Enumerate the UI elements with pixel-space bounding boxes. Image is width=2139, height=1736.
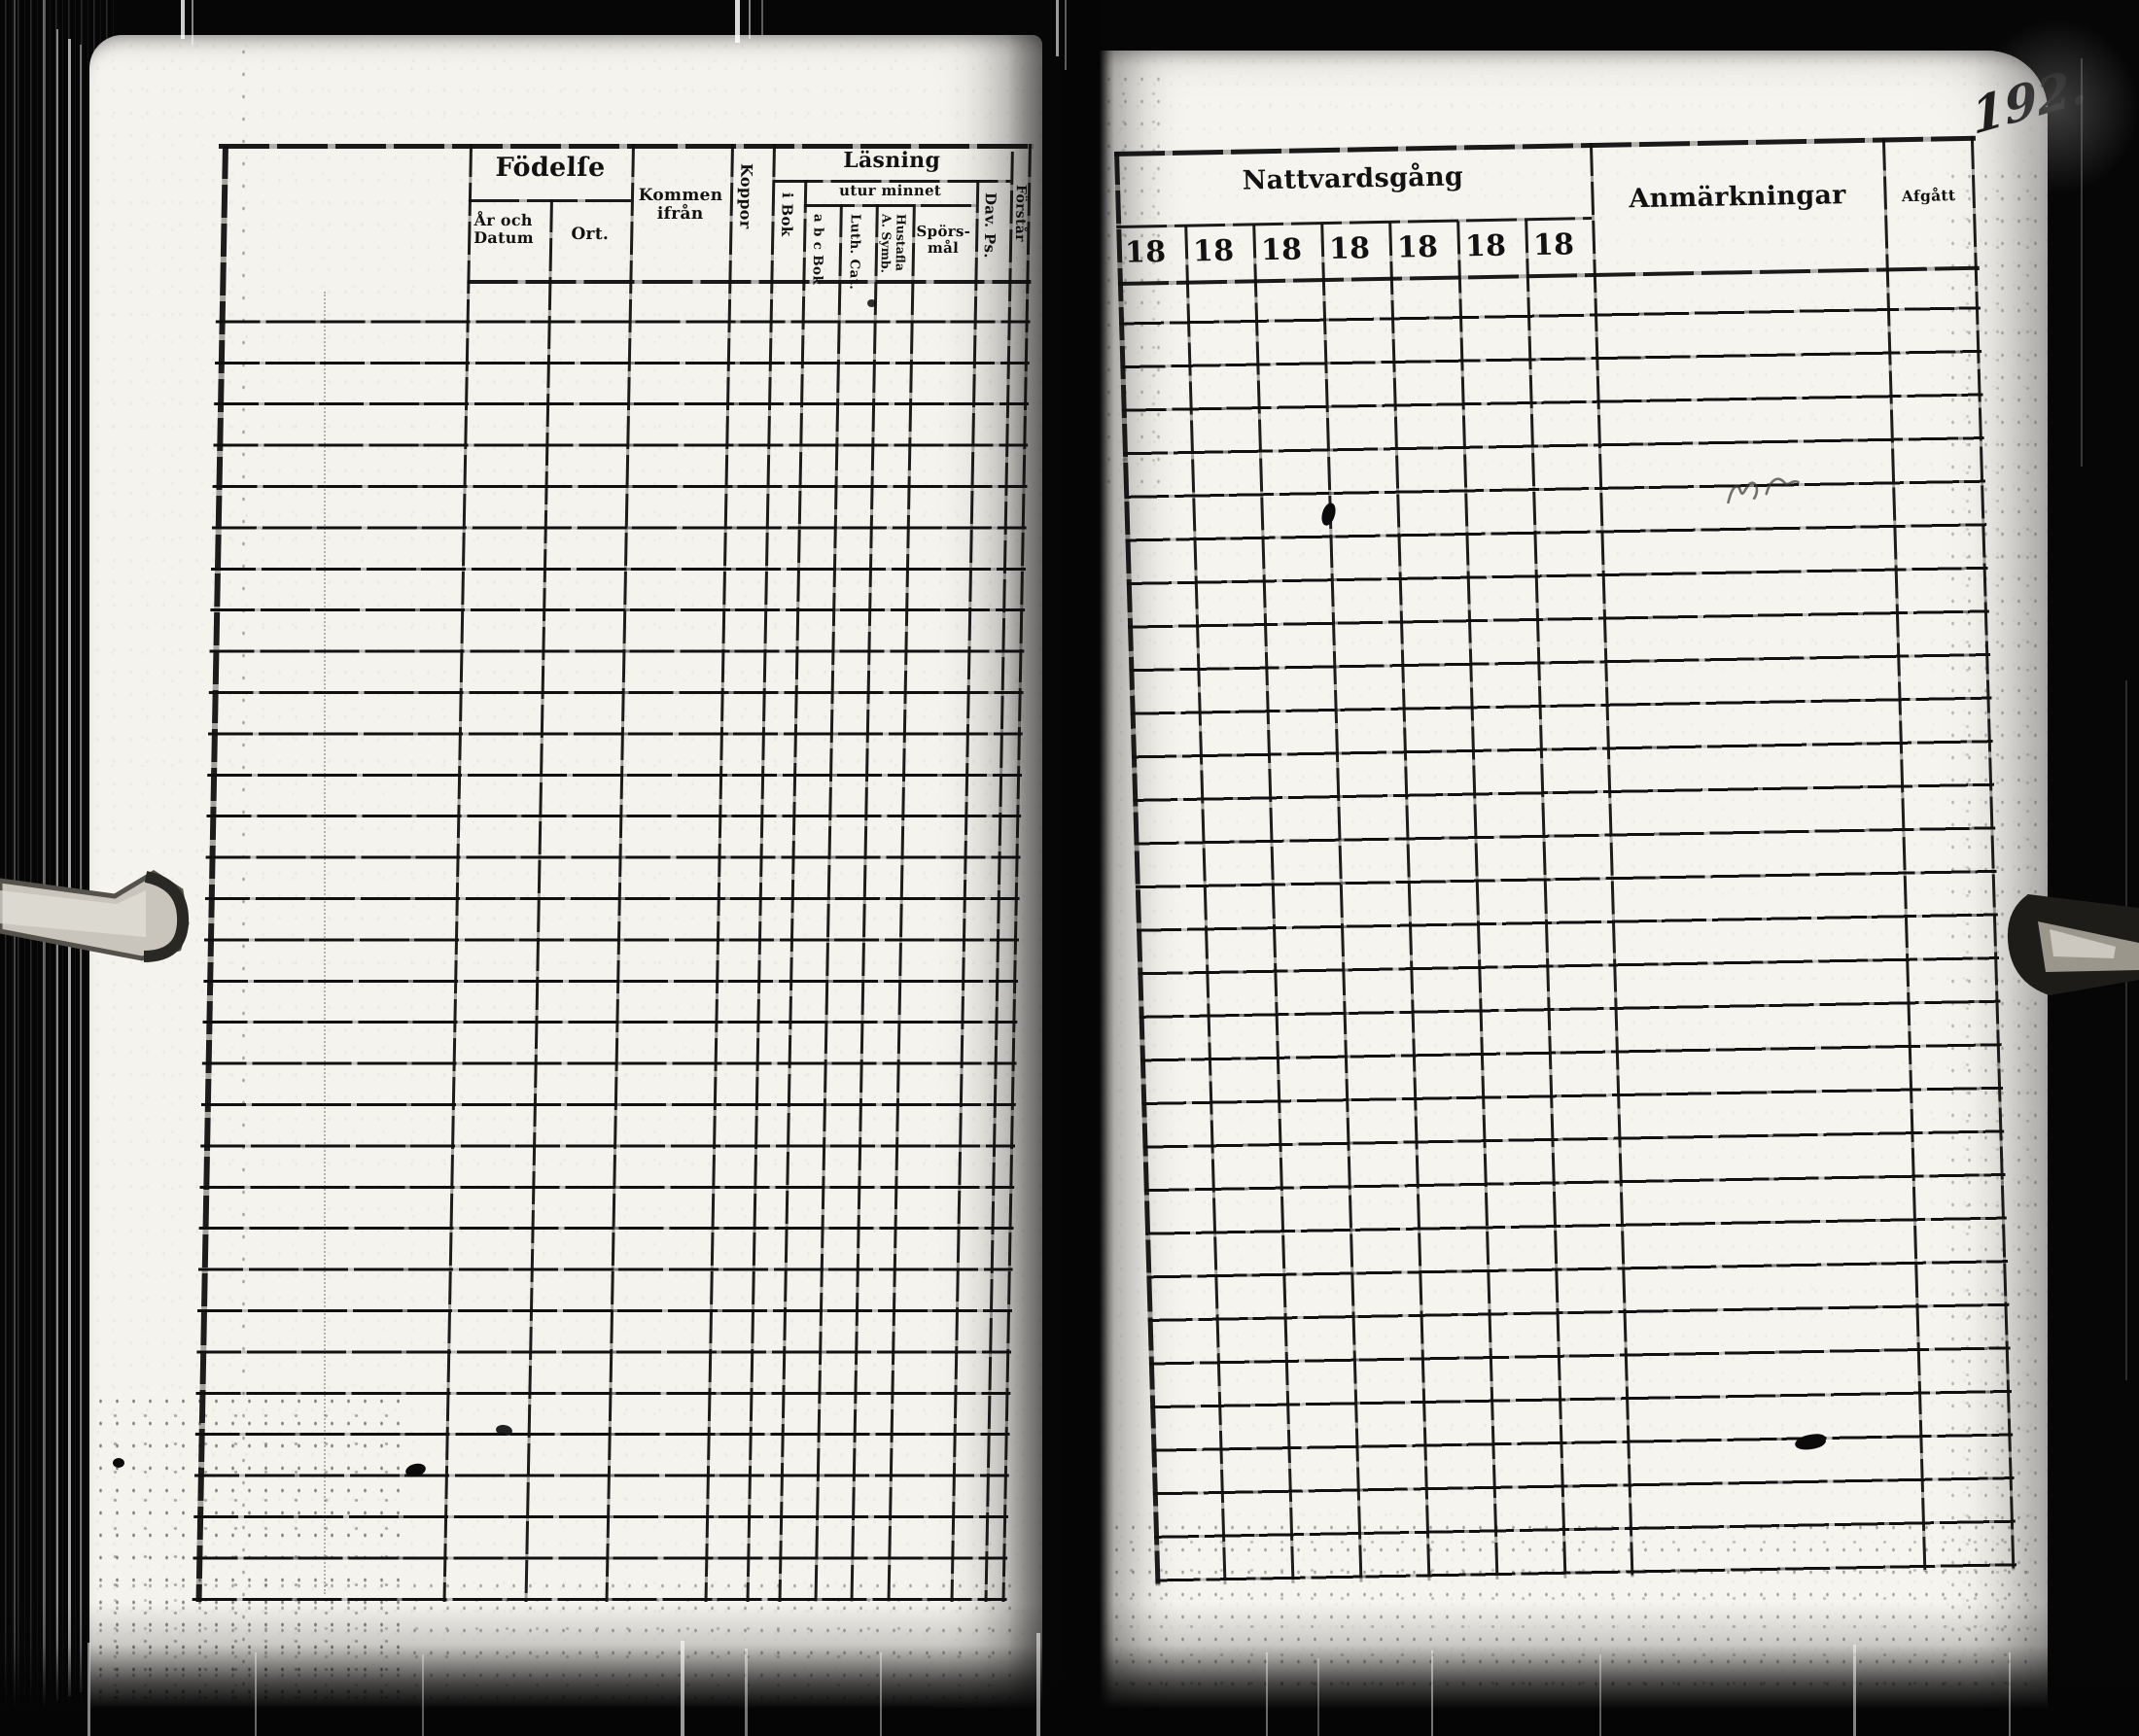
film-scratch	[1266, 1652, 1268, 1736]
utur-minnet-underline	[803, 204, 976, 207]
film-scratch	[88, 1643, 90, 1736]
page-stack-edge	[56, 29, 58, 1701]
film-scratch	[745, 1649, 748, 1736]
utur-minnet-header: utur minnet	[838, 182, 942, 199]
ar-och-datum-header: År och Datum	[473, 211, 535, 247]
kommen-ifran-header: Kommen ifrån	[638, 186, 723, 225]
film-scratch	[181, 0, 185, 39]
nattvardsgang-header: Nattvardsgång	[1242, 161, 1464, 196]
illegible-scribble	[1727, 477, 1800, 504]
year-column-header: 18	[1328, 231, 1371, 266]
a-symb-label: A. Symb.	[878, 214, 894, 274]
year-column-header: 18	[1464, 228, 1507, 264]
ort-header: Ort.	[571, 225, 610, 244]
film-scratch	[1036, 1633, 1040, 1736]
koppor-header: Koppor	[736, 163, 756, 229]
fodelse-header: Födelſe	[495, 153, 606, 183]
film-debris-strip	[235, 41, 255, 1705]
film-scratch	[681, 1641, 684, 1736]
year-column-header: 18	[1260, 232, 1303, 268]
dav-ps-header: Dav. Ps.	[980, 192, 999, 259]
year-column-header: 18	[1192, 233, 1235, 269]
abc-bok-header: a b c Bok	[809, 214, 826, 285]
left-table: Födelſe År och Datum Ort. Kommen ifrån K…	[192, 144, 1034, 1602]
corner-light-halo	[1974, 19, 2139, 194]
year-column-header: 18	[1532, 227, 1575, 263]
right-table: Nattvardsgång 18 18 18 18 18 18 18 Anmär…	[1114, 135, 2017, 1586]
left-clamp	[0, 870, 190, 962]
book-gutter-shadow	[1007, 0, 1114, 1736]
film-scratch	[880, 1652, 882, 1736]
nattvardsgang-underline	[1116, 217, 1593, 228]
film-scratch	[1317, 1658, 1319, 1736]
film-scratch	[422, 1654, 424, 1736]
sporsmal-header: Spörs-mål	[916, 223, 971, 257]
page-stack-edge	[68, 39, 71, 1696]
film-scratch	[1599, 1654, 1601, 1736]
film-scratch	[43, 0, 46, 1736]
film-scratch	[255, 1652, 257, 1736]
ink-blot	[867, 299, 876, 307]
lasning-header: Läsning	[842, 148, 941, 173]
film-scratch	[761, 0, 763, 35]
film-scratch	[192, 0, 193, 45]
film-scratch	[2009, 1652, 2011, 1736]
bottom-film-band	[0, 1602, 2139, 1736]
page-stack-edge	[80, 45, 82, 1692]
film-scratch	[1056, 0, 1059, 56]
film-scratch	[735, 0, 740, 43]
right-table-rows	[1117, 265, 2017, 1584]
hustafla-label: Hustafla	[893, 214, 909, 271]
year-column-header: 18	[1396, 229, 1439, 265]
film-scratch	[2081, 58, 2083, 467]
right-clamp	[2007, 894, 2139, 995]
film-scratch	[1853, 1645, 1856, 1736]
faint-fold-line	[324, 292, 326, 1594]
film-scratch	[2125, 680, 2127, 1380]
film-scratch	[1065, 0, 1067, 70]
fodelse-underline	[468, 199, 631, 202]
a-symb-hustafla-header: A. Symb. Hustafla	[879, 214, 909, 273]
luth-cat-header: Luth. Cat.	[846, 214, 863, 291]
film-scratch	[749, 0, 751, 39]
i-bok-header: i Bok	[778, 192, 796, 237]
film-scratch	[1431, 1650, 1433, 1736]
film-scratch	[14, 0, 16, 1736]
anmarkningar-header: Anmärkningar	[1628, 180, 1847, 215]
